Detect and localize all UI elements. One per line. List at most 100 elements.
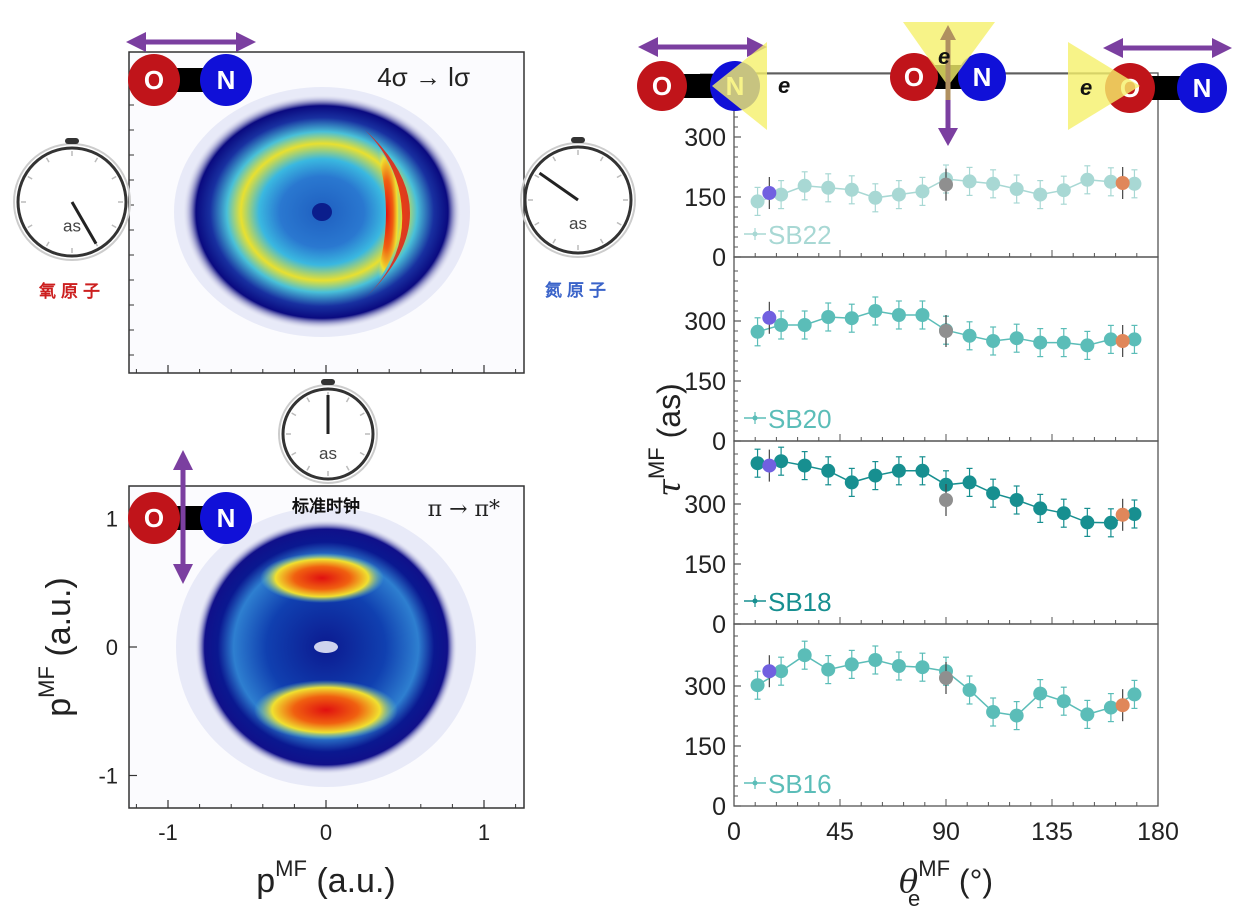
data-point: [986, 486, 1001, 501]
data-point: [962, 174, 977, 189]
y-tick-label: 300: [684, 673, 726, 701]
y-axis-label: τMF (as): [644, 383, 688, 496]
emission-cone-3: [1068, 42, 1140, 130]
data-point: [1127, 507, 1142, 521]
data-point: [844, 182, 859, 197]
oxygen-label: O: [144, 503, 164, 533]
data-point: [821, 180, 836, 195]
data-point: [1056, 694, 1071, 709]
clock-tick: [27, 175, 33, 180]
data-point: [1127, 332, 1142, 347]
clock-unit-label: as: [319, 444, 337, 463]
data-point: [750, 324, 765, 339]
legend-label: SB20: [768, 404, 832, 434]
oxygen-atom: [890, 53, 938, 101]
nitrogen-atom: [200, 492, 252, 544]
clock-nitrogen: as: [520, 137, 636, 258]
polarization-arrow-2-head: [938, 128, 958, 146]
highlight-point: [1115, 334, 1130, 348]
oxygen-label: O: [652, 71, 672, 101]
data-point: [986, 176, 1001, 191]
data-point: [774, 664, 789, 679]
clock-oxygen: as: [13, 138, 131, 261]
data-point: [868, 304, 883, 318]
x-tick-label: 135: [1031, 818, 1073, 846]
clock-tick: [599, 156, 604, 162]
transition-label-bottom: π → π*: [428, 497, 500, 522]
momentum-map-top: 4σ → lσ: [128, 51, 525, 374]
panel-sb22: 0 150 300 SB22: [684, 72, 1159, 272]
nitrogen-label: N: [217, 503, 236, 533]
clock-tick: [111, 224, 117, 229]
panel-sb16: 0 150 300 SB16: [684, 623, 1159, 821]
y-tick-label: 150: [684, 368, 726, 396]
center-spot: [314, 641, 338, 653]
data-point: [1009, 708, 1024, 723]
oxygen-label: O: [144, 65, 164, 95]
delay-chart: 0 150 300 SB22 0 150 300 SB20 0 150 300 SB18 0 150 300…: [644, 72, 1179, 911]
data-point: [1056, 506, 1071, 521]
nitrogen-atom: [200, 54, 252, 106]
x-tick-label: 180: [1137, 818, 1179, 846]
data-point: [1009, 331, 1024, 346]
data-point: [1080, 707, 1095, 722]
data-point: [844, 657, 859, 672]
y-tick-label: 300: [684, 308, 726, 336]
data-point: [797, 648, 812, 663]
nitrogen-label: N: [1193, 73, 1212, 103]
clock-tick: [599, 238, 604, 244]
highlight-point: [939, 671, 953, 685]
legend-marker: [752, 231, 758, 237]
y-tick-label: -1: [98, 764, 118, 789]
nitrogen-atom: [958, 53, 1006, 101]
data-point: [797, 318, 812, 332]
data-point: [986, 334, 1001, 348]
data-point: [821, 310, 836, 324]
highlight-point: [939, 493, 953, 507]
y-tick-label: 0: [712, 611, 726, 639]
data-point: [1056, 335, 1071, 350]
data-point: [962, 683, 977, 697]
clock-tick: [306, 397, 311, 403]
y-tick-label: 150: [684, 733, 726, 761]
data-point: [774, 318, 789, 332]
data-point: [868, 190, 883, 205]
legend-label: SB18: [768, 587, 832, 617]
highlight-point: [762, 458, 777, 473]
clock-crown: [571, 137, 585, 143]
data-point: [1080, 172, 1095, 187]
x-tick-label: 0: [727, 818, 741, 846]
data-point: [1103, 174, 1118, 189]
data-point: [891, 187, 906, 202]
y-tick-label: 0: [712, 428, 726, 456]
clock-hand: [70, 201, 98, 245]
highlight-point: [1115, 176, 1130, 190]
oxygen-atom: [637, 61, 687, 111]
data-point: [750, 456, 765, 471]
data-point: [1009, 493, 1024, 507]
x-tick-label: 45: [826, 818, 854, 846]
y-tick-label: 0: [106, 635, 118, 660]
electron-label-2: e: [938, 44, 950, 69]
clock-tick: [45, 157, 50, 163]
data-point: [1127, 176, 1142, 191]
data-point: [868, 653, 883, 667]
clock-unit-label: as: [569, 214, 587, 233]
oxygen-atom: [128, 492, 180, 544]
data-point: [891, 659, 906, 673]
legend-marker: [752, 598, 758, 604]
data-point: [1033, 335, 1048, 350]
x-axis-label: θMF (°): [899, 856, 993, 900]
data-point: [1056, 183, 1071, 198]
data-point: [750, 194, 765, 209]
left-axes: -1 0 1 1 0 -1 pMF (a.u.) pMF (a.u.): [34, 79, 517, 900]
clock-crown: [321, 379, 335, 385]
legend-marker: [752, 780, 758, 786]
clock-hand: [538, 171, 579, 202]
data-point: [891, 308, 906, 322]
transition-label-top: 4σ → lσ: [377, 62, 470, 92]
electron-arrow-head: [940, 25, 956, 40]
clock-tick: [359, 451, 365, 456]
